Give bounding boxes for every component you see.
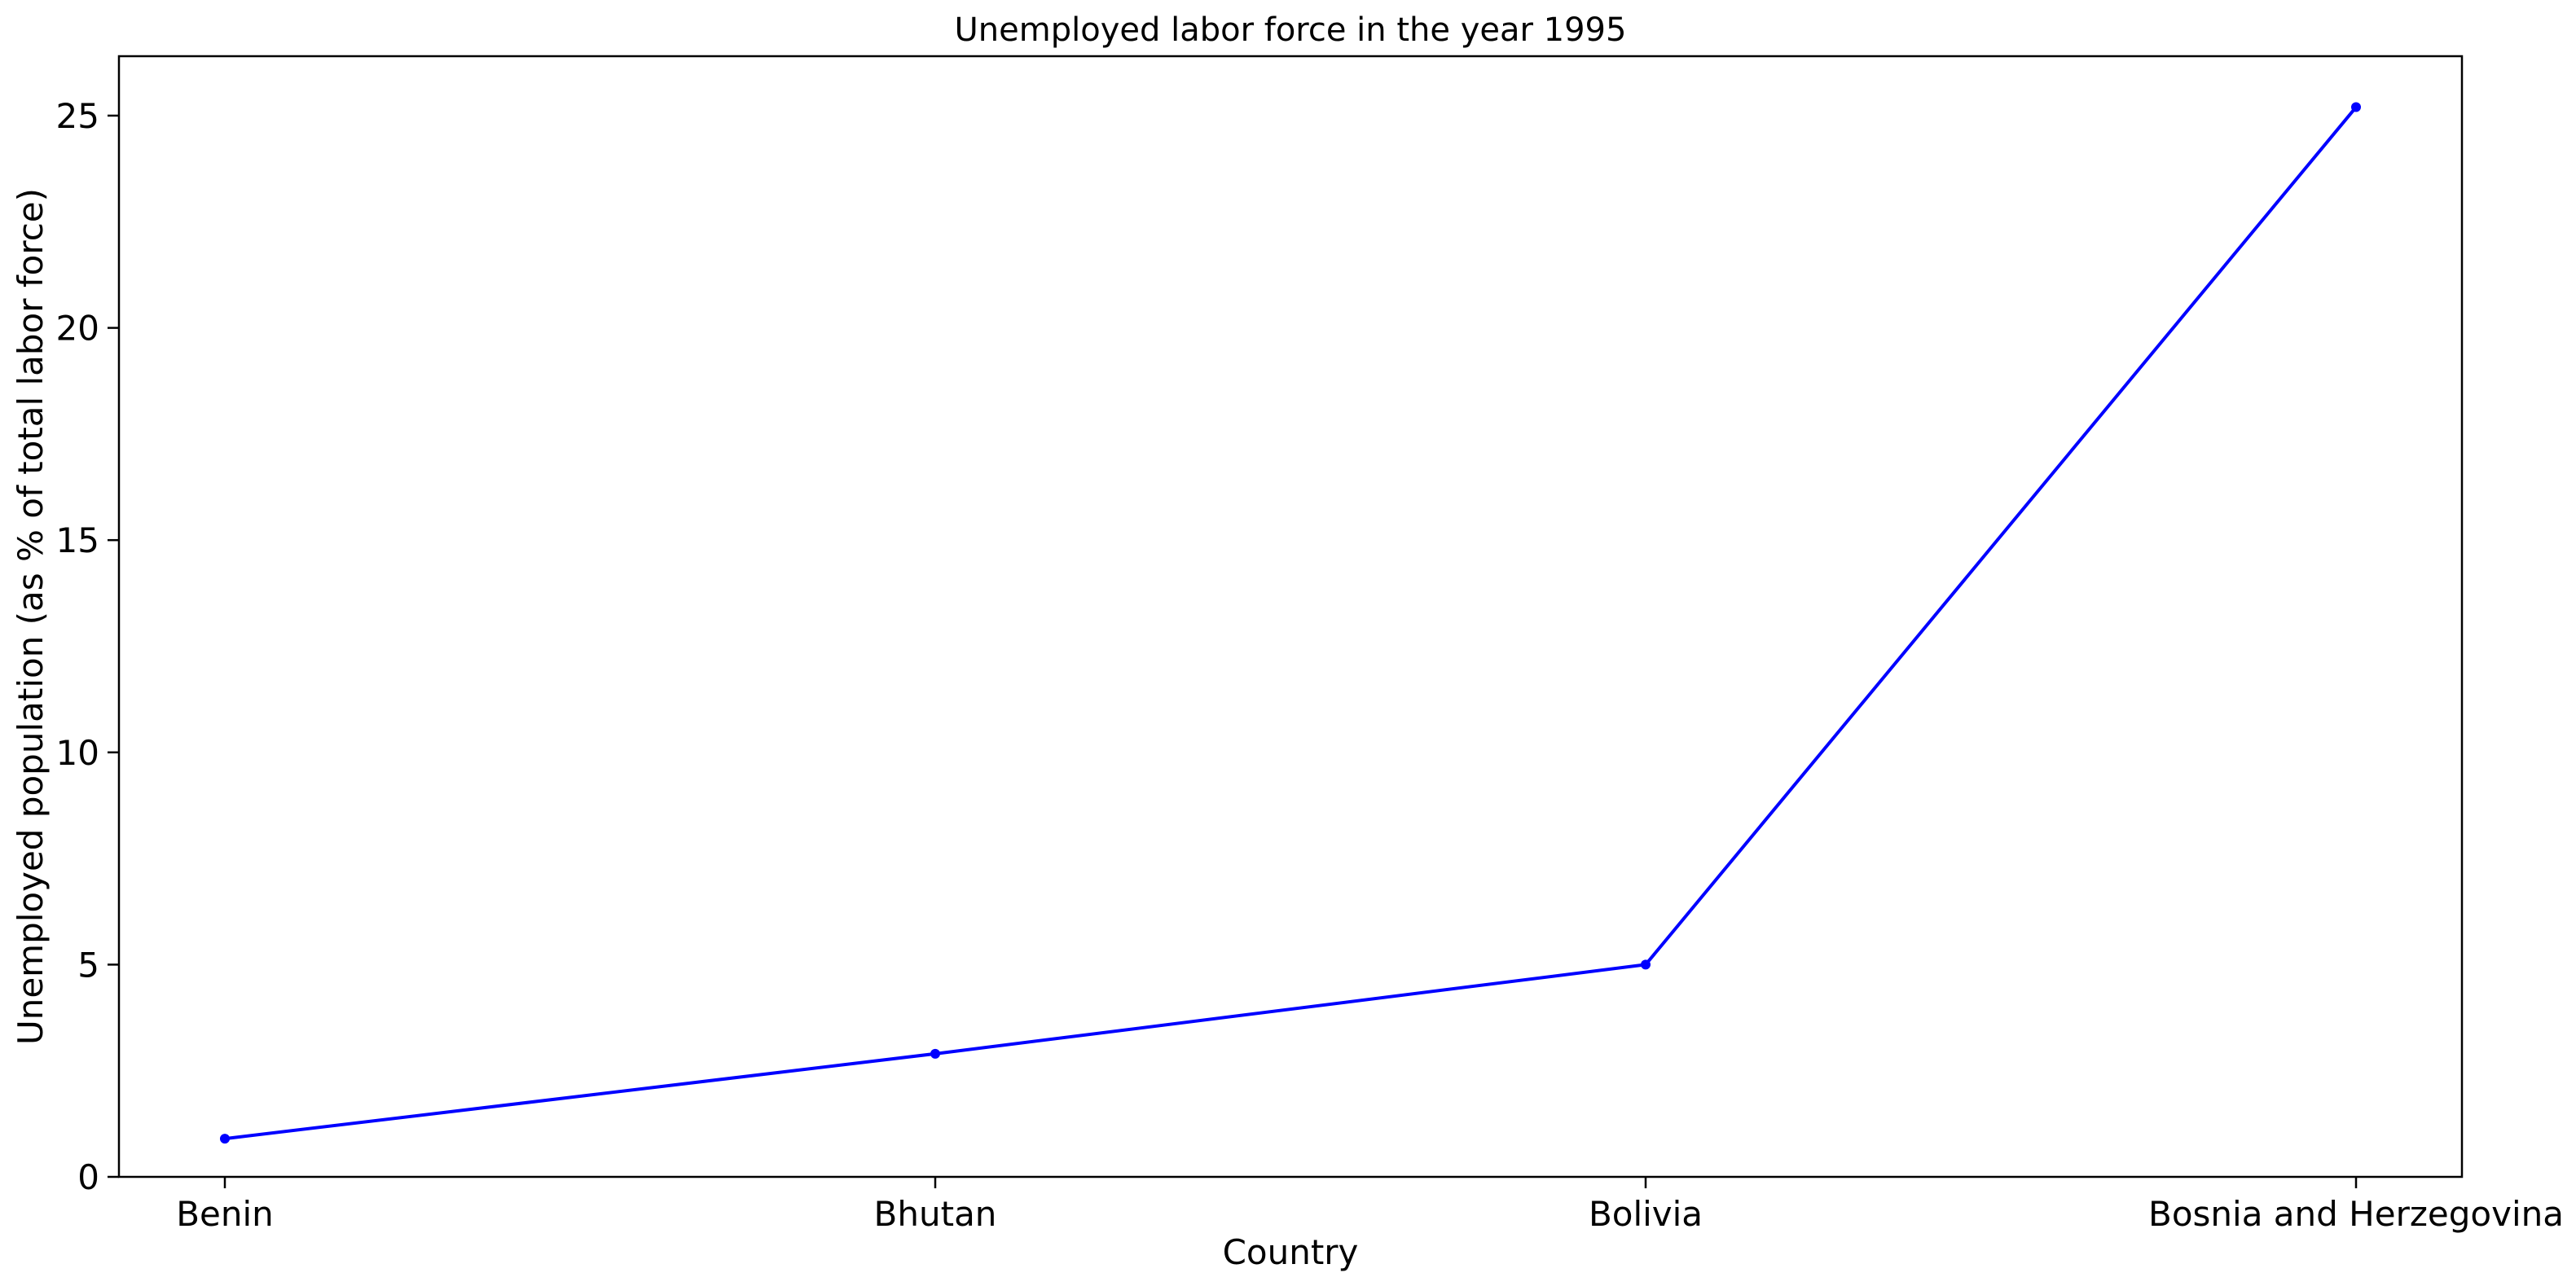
- data-point: [2351, 102, 2361, 112]
- y-axis-label: Unemployed population (as % of total lab…: [11, 188, 51, 1045]
- data-point: [1641, 959, 1651, 970]
- plot-frame: [117, 55, 2464, 1178]
- x-tick-label: Bhutan: [874, 1194, 997, 1234]
- y-tick-label: 10: [56, 733, 99, 773]
- y-tick-label: 25: [56, 96, 99, 136]
- x-tick-label: Benin: [176, 1194, 274, 1234]
- y-tick-label: 0: [77, 1157, 99, 1197]
- y-tick-label: 15: [56, 520, 99, 560]
- x-tick-label: Bosnia and Herzegovina: [2148, 1194, 2564, 1234]
- y-axis: 0 5 10 15 20 25: [56, 96, 119, 1197]
- x-tick-label: Bolivia: [1589, 1194, 1703, 1234]
- chart-title: Unemployed labor force in the year 1995: [955, 11, 1627, 49]
- series-layer: [220, 102, 2361, 1144]
- data-point: [930, 1048, 940, 1059]
- y-tick-label: 5: [77, 945, 99, 985]
- series-line: [224, 106, 2358, 1141]
- data-point: [220, 1134, 230, 1144]
- x-axis: Benin Bhutan Bolivia Bosnia and Herzegovina: [176, 1177, 2564, 1234]
- y-tick-label: 20: [56, 309, 99, 349]
- x-axis-label: Country: [1223, 1232, 1359, 1272]
